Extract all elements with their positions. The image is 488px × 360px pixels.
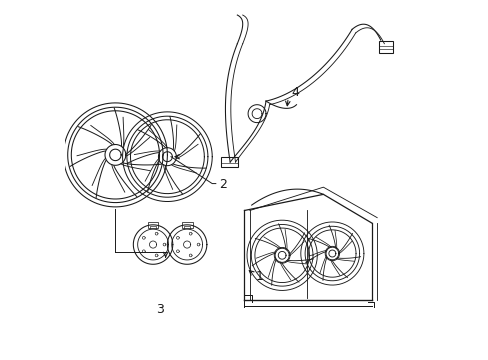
Text: 4: 4 <box>290 86 298 99</box>
Text: 2: 2 <box>219 178 227 191</box>
Text: 3: 3 <box>156 303 164 316</box>
Text: 1: 1 <box>255 270 263 283</box>
